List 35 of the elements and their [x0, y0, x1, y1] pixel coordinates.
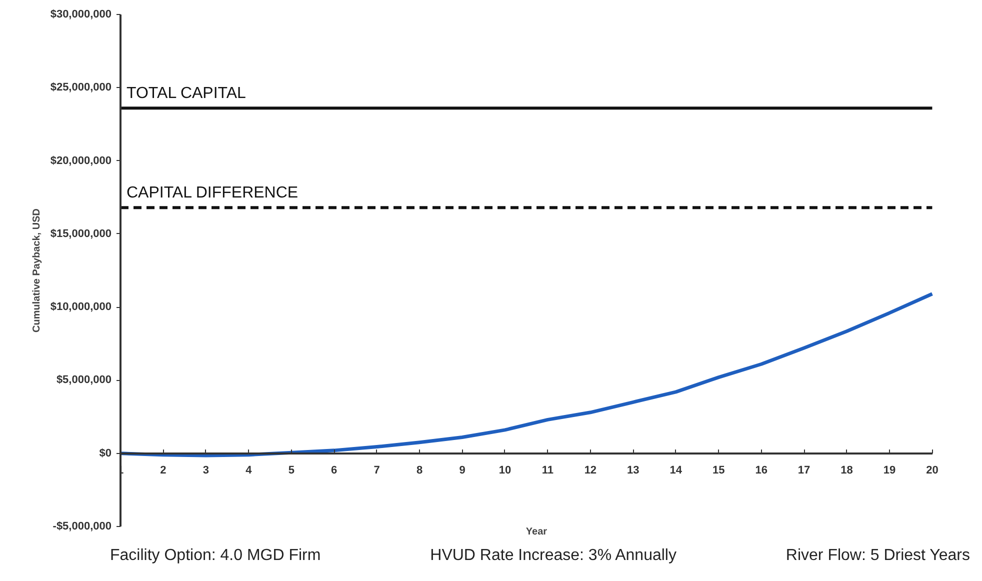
x-axis-title: Year — [526, 526, 548, 538]
x-tick-label: 19 — [883, 464, 896, 476]
x-tick-label: 3 — [202, 464, 210, 476]
x-tick-label: 16 — [755, 464, 768, 476]
x-tick-label: 20 — [926, 464, 938, 476]
y-tick-label: $5,000,000 — [56, 374, 112, 386]
ref-line-label: TOTAL CAPITAL — [126, 85, 246, 102]
y-tick-label: $0 — [99, 447, 112, 460]
y-tick-label: $15,000,000 — [50, 228, 112, 240]
y-tick-label: $10,000,000 — [50, 301, 112, 314]
y-tick-label: $20,000,000 — [50, 154, 112, 167]
x-tick-label: 8 — [416, 464, 423, 476]
x-tick-label: 15 — [712, 464, 725, 476]
x-tick-label: 5 — [288, 464, 294, 476]
x-tick-label: 18 — [840, 464, 853, 476]
y-tick-label: $30,000,000 — [50, 8, 112, 20]
x-tick-label: 7 — [374, 464, 380, 476]
x-tick-label: 11 — [542, 464, 554, 476]
y-tick-label: $25,000,000 — [50, 82, 112, 94]
x-tick-label: 4 — [246, 464, 253, 476]
x-tick-label: 13 — [627, 464, 640, 476]
x-tick-label: 9 — [459, 464, 466, 476]
ref-line-label: CAPITAL DIFFERENCE — [126, 184, 298, 202]
x-tick-label: 2 — [160, 464, 166, 476]
x-tick-label: 10 — [498, 464, 512, 476]
x-tick-label: 12 — [584, 464, 597, 476]
text: Facility Option: 4.0 MGD Firm — [110, 546, 321, 566]
y-tick-label: -$5,000,000 — [52, 520, 112, 532]
x-tick-label: 14 — [670, 464, 683, 476]
x-tick-label: 17 — [798, 464, 810, 476]
x-tick-label: 6 — [331, 464, 338, 476]
text: River Flow: 5 Driest Years — [786, 546, 970, 566]
line-series — [120, 292, 934, 458]
y-axis-title: Cumulative Payback, USD — [31, 208, 42, 332]
text: HVUD Rate Increase: 3% Annually — [430, 546, 676, 566]
